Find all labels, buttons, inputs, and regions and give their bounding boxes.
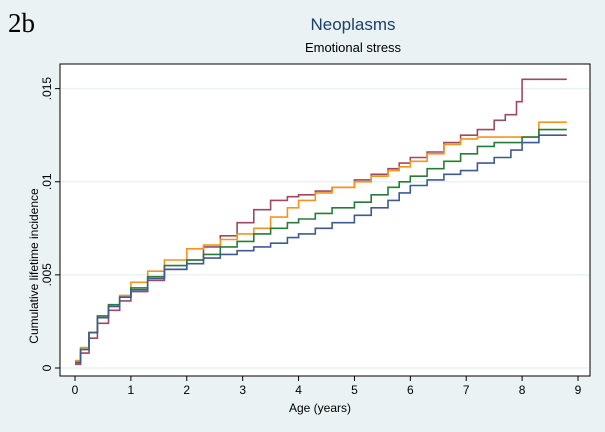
x-tick-label: 8 — [519, 383, 526, 397]
gridlines — [61, 87, 589, 369]
x-tick-label: 3 — [239, 383, 246, 397]
panel-label: 2b — [8, 8, 35, 38]
y-tick-label: .005 — [40, 263, 54, 287]
plot-area — [59, 63, 591, 377]
series-lines — [75, 78, 567, 366]
x-tick-label: 7 — [463, 383, 470, 397]
axes: 0 1 2 3 4 5 6 7 8 9 0 .005 .01 .015 — [40, 77, 582, 397]
x-tick-label: 0 — [72, 383, 79, 397]
x-tick-label: 4 — [295, 383, 302, 397]
y-axis-title: Cumulative lifetime incidence — [27, 188, 41, 344]
series-line-2 — [75, 121, 567, 362]
x-axis-title: Age (years) — [289, 401, 351, 415]
x-tick-label: 1 — [128, 383, 135, 397]
chart-title: Neoplasms — [310, 15, 395, 34]
x-tick-label: 2 — [183, 383, 190, 397]
x-tick-label: 5 — [351, 383, 358, 397]
series-line-1 — [75, 78, 567, 366]
series-line-4 — [75, 134, 567, 364]
y-tick-label: .015 — [40, 77, 54, 101]
x-tick-label: 6 — [407, 383, 414, 397]
x-tick-label: 9 — [575, 383, 582, 397]
y-tick-label: 0 — [40, 364, 54, 371]
chart-subtitle: Emotional stress — [305, 40, 402, 55]
y-tick-label: .01 — [40, 173, 54, 190]
